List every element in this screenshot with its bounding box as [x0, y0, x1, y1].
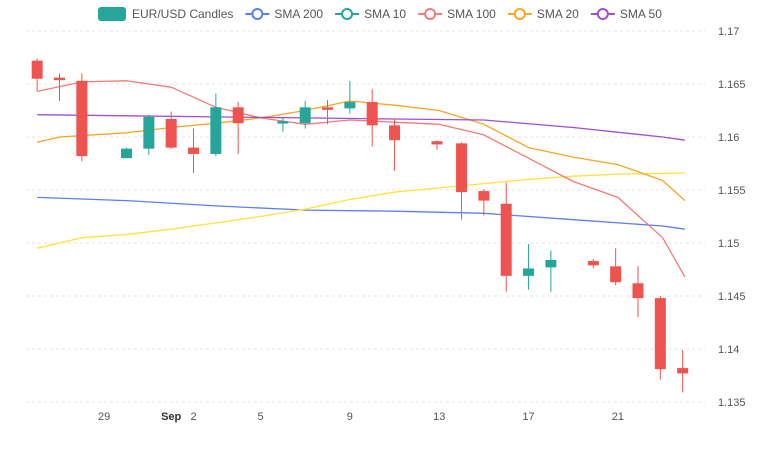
candle [31, 58, 43, 92]
legend: EUR/USD Candles SMA 200 SMA 10 SMA 100 SMA 2… [98, 7, 662, 21]
x-tick-label: 13 [433, 411, 445, 423]
legend-label: SMA 20 [537, 7, 579, 21]
candle [210, 93, 222, 157]
x-tick-label: 29 [98, 411, 110, 423]
sma-line-sma-200 [37, 196, 685, 230]
candle [632, 266, 644, 318]
sma-line-sma-10 [37, 172, 685, 249]
legend-marker-icon [341, 8, 354, 20]
candle [389, 118, 401, 171]
y-tick-label: 1.16 [718, 132, 739, 144]
y-tick-label: 1.165 [718, 79, 746, 91]
candle [322, 99, 334, 125]
legend-item[interactable]: SMA 200 [245, 7, 323, 21]
candle [677, 350, 689, 393]
candle [545, 250, 557, 292]
candles [31, 58, 689, 393]
candle-body [366, 102, 378, 126]
x-tick-label: 17 [522, 411, 534, 423]
candle [654, 296, 666, 380]
x-tick-label: 5 [257, 411, 263, 423]
legend-label: SMA 100 [447, 7, 496, 21]
x-tick-label: 21 [612, 411, 624, 423]
x-tick-label: 9 [347, 411, 353, 423]
y-tick-label: 1.17 [718, 26, 739, 38]
candle-body [456, 143, 468, 193]
candle [478, 188, 490, 216]
y-tick-label: 1.155 [718, 185, 746, 197]
x-tick-label: Sep [161, 411, 181, 423]
candle [76, 73, 88, 162]
legend-item[interactable]: EUR/USD Candles [98, 7, 233, 21]
candle-body [188, 147, 200, 154]
candle-body [299, 107, 311, 124]
candle [456, 142, 468, 220]
candle-body [545, 259, 557, 268]
candle-body [210, 107, 222, 154]
candle-body [632, 283, 644, 299]
candle [523, 244, 535, 290]
legend-label: SMA 10 [364, 7, 406, 21]
candle [143, 114, 155, 156]
y-axis: 1.17 1.165 1.16 1.155 1.15 1.145 1.14 1.135 [718, 26, 746, 409]
candle-body [389, 125, 401, 141]
candle [366, 89, 378, 147]
candle [344, 80, 356, 114]
candle-body [54, 77, 66, 81]
legend-marker-icon [596, 8, 609, 20]
y-tick-label: 1.135 [718, 397, 746, 409]
candle [232, 102, 244, 154]
candle-body [232, 107, 244, 124]
candle-body [587, 261, 599, 266]
legend-marker-icon [424, 8, 437, 20]
legend-swatch-box [98, 7, 126, 21]
candle [121, 147, 133, 159]
legend-item[interactable]: SMA 100 [418, 7, 496, 21]
candle [299, 100, 311, 129]
legend-item[interactable]: SMA 50 [590, 7, 662, 21]
candle [500, 182, 512, 292]
candle-body [610, 266, 622, 283]
x-axis: 29 Sep 2 5 9 13 17 21 [98, 411, 624, 423]
legend-item[interactable]: SMA 20 [507, 7, 579, 21]
legend-marker-icon [513, 8, 526, 20]
sma-line-sma-50 [37, 114, 685, 141]
candle-body [322, 107, 334, 110]
legend-item[interactable]: SMA 10 [335, 7, 406, 21]
candle [277, 117, 289, 132]
legend-label: EUR/USD Candles [132, 7, 233, 21]
candle-body [277, 121, 289, 124]
candle-body [121, 148, 133, 159]
candle-body [165, 118, 177, 148]
grid [26, 30, 705, 403]
candle-body [143, 116, 155, 149]
sma-lines [37, 80, 686, 278]
legend-label: SMA 50 [620, 7, 662, 21]
candle-body [344, 102, 356, 109]
candle [587, 258, 599, 269]
candle [431, 140, 443, 150]
candle-body [31, 60, 43, 79]
candle-body [654, 298, 666, 370]
candle-body [76, 80, 88, 157]
candle-body [478, 191, 490, 201]
candle-body [677, 368, 689, 374]
candle [54, 73, 66, 101]
candle [165, 111, 177, 149]
y-tick-label: 1.15 [718, 238, 739, 250]
candle-body [431, 141, 443, 145]
sma-line-sma-100 [37, 80, 686, 278]
candle-body [523, 268, 535, 276]
candle [188, 128, 200, 174]
candle [610, 248, 622, 286]
y-tick-label: 1.145 [718, 291, 746, 303]
x-tick-label: 2 [190, 411, 196, 423]
legend-marker-icon [251, 8, 264, 20]
candle-body [500, 203, 512, 276]
legend-label: SMA 200 [274, 7, 323, 21]
y-tick-label: 1.14 [718, 344, 739, 356]
